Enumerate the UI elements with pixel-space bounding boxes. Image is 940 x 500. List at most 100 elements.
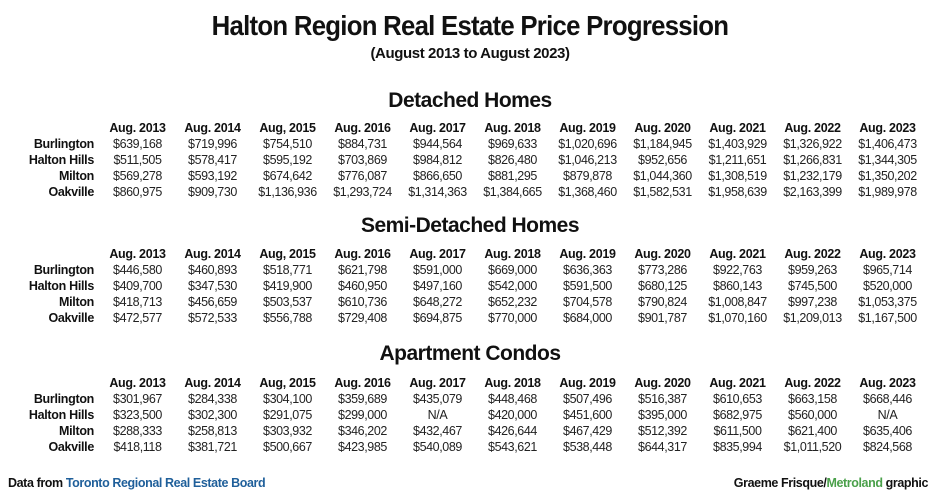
source-prefix: Data from (8, 476, 66, 490)
price-cell: $1,167,500 (858, 311, 917, 325)
price-cell: $729,408 (338, 311, 387, 325)
price-cell: $652,232 (488, 295, 537, 309)
price-cell: $301,967 (113, 392, 162, 406)
table-row: Burlington $301,967 $284,338 $304,100 $359,6… (14, 391, 925, 407)
column-header: Aug. 2014 (184, 247, 241, 261)
price-cell: $540,089 (413, 440, 462, 454)
price-cell: $448,468 (488, 392, 537, 406)
column-header: Aug. 2020 (634, 121, 691, 135)
column-header: Aug. 2021 (709, 121, 766, 135)
price-cell: $694,875 (413, 311, 462, 325)
table-row: Burlington $639,168 $719,996 $754,510 $884,7… (14, 136, 925, 152)
corner-cell (14, 120, 100, 136)
price-cell: $610,653 (713, 392, 762, 406)
column-header: Aug. 2022 (784, 121, 841, 135)
price-cell: $621,400 (788, 424, 837, 438)
table-row: Halton Hills $511,505 $578,417 $595,192 $703… (14, 152, 925, 168)
price-cell: $879,878 (563, 169, 612, 183)
price-cell: $556,788 (263, 311, 312, 325)
price-cell: $621,798 (338, 263, 387, 277)
table-row: Milton $288,333 $258,813 $303,932 $346,202 $4… (14, 423, 925, 439)
price-cell: $674,642 (263, 169, 312, 183)
price-cell: $826,480 (488, 153, 537, 167)
price-cell: $835,994 (713, 440, 762, 454)
page-subtitle: (August 2013 to August 2023) (370, 45, 570, 62)
price-cell: $591,000 (413, 263, 462, 277)
column-header: Aug. 2023 (859, 121, 916, 135)
column-header: Aug. 2018 (484, 376, 541, 390)
price-cell: $860,143 (713, 279, 762, 293)
price-cell: $1,326,922 (783, 137, 842, 151)
row-label: Burlington (33, 263, 94, 277)
price-cell: $684,000 (563, 311, 612, 325)
price-cell: $669,000 (488, 263, 537, 277)
price-cell: $426,644 (488, 424, 537, 438)
corner-cell (14, 246, 100, 262)
price-cell: $1,344,305 (858, 153, 917, 167)
price-cell: $572,533 (188, 311, 237, 325)
row-label: Halton Hills (28, 408, 94, 422)
price-cell: $866,650 (413, 169, 462, 183)
price-cell: $451,600 (563, 408, 612, 422)
column-header: Aug. 2018 (484, 247, 541, 261)
price-cell: $593,192 (188, 169, 237, 183)
price-cell: $1,384,665 (483, 185, 542, 199)
price-cell: $1,211,651 (708, 153, 767, 167)
price-cell: $543,621 (488, 440, 537, 454)
price-cell: $639,168 (113, 137, 162, 151)
row-label: Milton (59, 295, 94, 309)
price-cell: $560,000 (788, 408, 837, 422)
price-cell: $516,387 (638, 392, 687, 406)
row-label: Milton (59, 424, 94, 438)
price-cell: $636,363 (563, 263, 612, 277)
price-cell: $435,079 (413, 392, 462, 406)
price-cell: $347,530 (188, 279, 237, 293)
price-cell: $503,537 (263, 295, 312, 309)
row-label: Burlington (33, 137, 94, 151)
price-cell: $944,564 (413, 137, 462, 151)
price-cell: $1,008,847 (708, 295, 767, 309)
price-cell: $969,633 (488, 137, 537, 151)
price-cell: $512,392 (638, 424, 687, 438)
price-cell: $304,100 (263, 392, 312, 406)
price-cell: $997,238 (788, 295, 837, 309)
price-cell: $472,577 (113, 311, 162, 325)
column-header: Aug. 2019 (559, 121, 616, 135)
price-cell: $346,202 (338, 424, 387, 438)
price-cell: $965,714 (863, 263, 912, 277)
row-label: Milton (59, 169, 94, 183)
price-cell: $901,787 (638, 311, 687, 325)
price-cell: $323,500 (113, 408, 162, 422)
price-cell: N/A (427, 408, 448, 422)
price-cell: $460,950 (338, 279, 387, 293)
price-cell: $680,125 (638, 279, 687, 293)
price-cell: $959,263 (788, 263, 837, 277)
column-header: Aug. 2020 (634, 247, 691, 261)
price-cell: $500,667 (263, 440, 312, 454)
row-label: Halton Hills (28, 153, 94, 167)
price-cell: $881,295 (488, 169, 537, 183)
price-cell: $418,713 (113, 295, 162, 309)
price-cell: $595,192 (263, 153, 312, 167)
row-label: Oakville (48, 185, 94, 199)
price-cell: $1,350,202 (858, 169, 917, 183)
price-cell: $520,000 (863, 279, 912, 293)
column-header: Aug. 2022 (784, 247, 841, 261)
column-header: Aug. 2013 (109, 376, 166, 390)
column-header: Aug. 2023 (859, 247, 916, 261)
price-cell: $303,932 (263, 424, 312, 438)
price-cell: $610,736 (338, 295, 387, 309)
column-header: Aug. 2014 (184, 376, 241, 390)
price-cell: $663,158 (788, 392, 837, 406)
column-header: Aug. 2016 (334, 121, 391, 135)
price-cell: $922,763 (713, 263, 762, 277)
section-title: Semi-Detached Homes (360, 214, 580, 237)
row-label: Oakville (48, 440, 94, 454)
price-cell: $984,812 (413, 153, 462, 167)
credit-brand: Metroland (826, 476, 883, 490)
table-row: Burlington $446,580 $460,893 $518,771 $621,7… (14, 262, 925, 278)
price-cell: $1,020,696 (558, 137, 617, 151)
row-label: Halton Hills (28, 279, 94, 293)
price-cell: $1,582,531 (633, 185, 692, 199)
price-cell: $569,278 (113, 169, 162, 183)
